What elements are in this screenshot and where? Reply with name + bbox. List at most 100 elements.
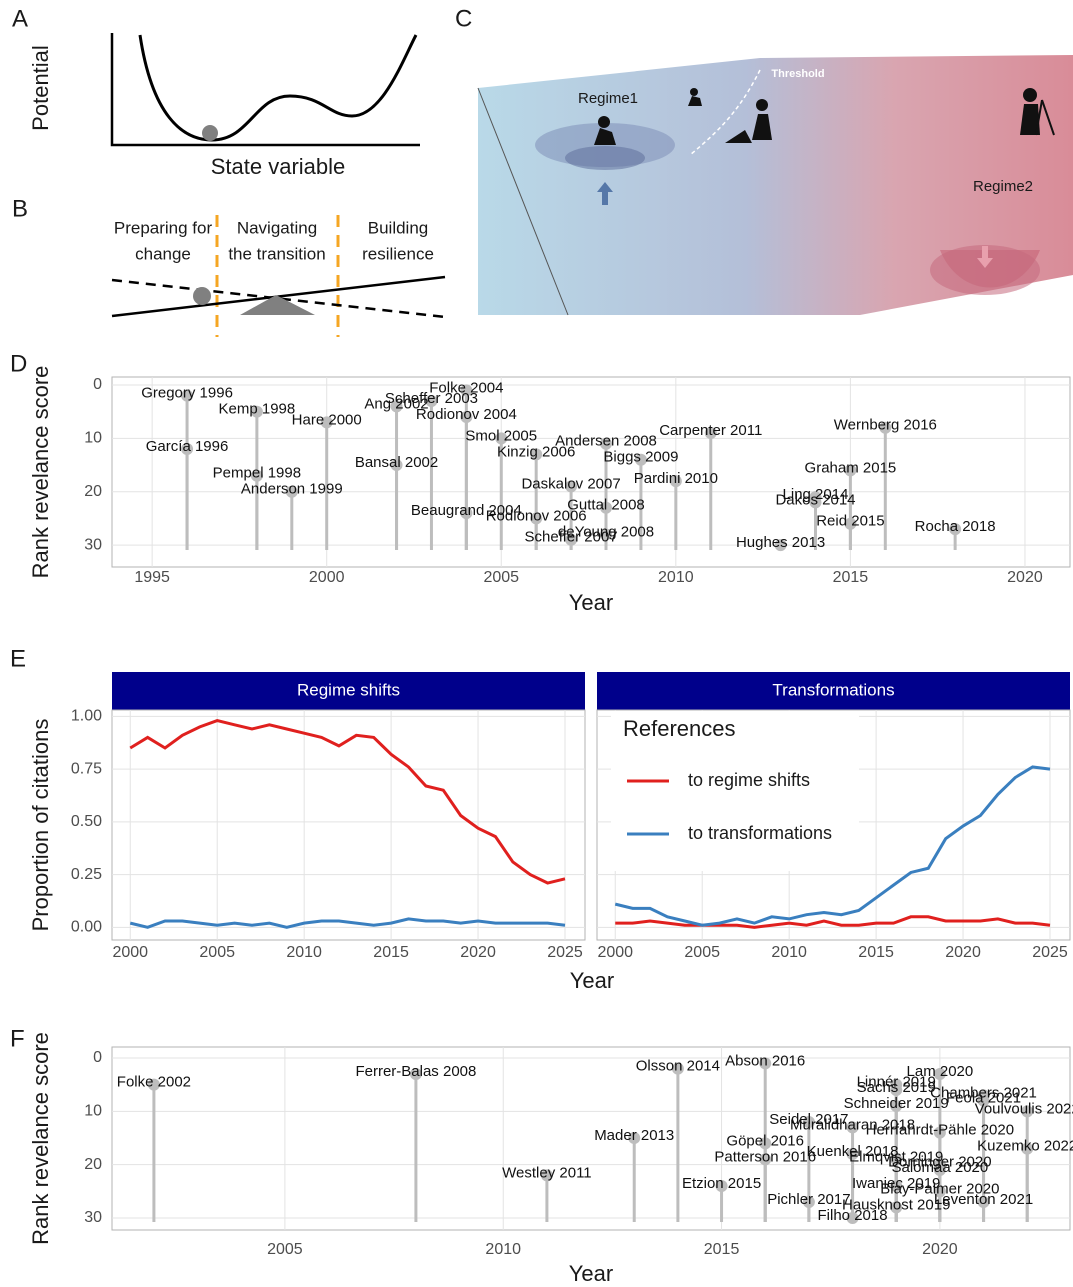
point-label: Pardini 2010 <box>634 470 718 487</box>
point <box>628 1131 641 1144</box>
point-label: Etzion 2015 <box>682 1175 761 1192</box>
point-label: Feola 2021 <box>946 1090 1021 1107</box>
x-tick-label: 2005 <box>267 1241 303 1258</box>
point <box>977 1094 990 1107</box>
point-label: García 1996 <box>146 438 229 455</box>
x-tick-label: 2015 <box>704 1241 740 1258</box>
x-tick-label: 1995 <box>134 569 170 586</box>
x-tick-label: 2020 <box>460 944 496 961</box>
x-tick-label: 2025 <box>1032 944 1068 961</box>
point-label: Hughes 2013 <box>736 534 825 551</box>
point-label: Lam 2020 <box>907 1063 974 1080</box>
point <box>977 1195 990 1208</box>
panel-letter: B <box>12 195 28 222</box>
point <box>181 443 194 456</box>
point-label: Filho 2018 <box>818 1207 888 1224</box>
y-tick-label: 0.00 <box>71 919 102 936</box>
point <box>949 523 962 536</box>
point-label: Seidel 2017 <box>769 1111 848 1128</box>
x-tick-label: 2020 <box>945 944 981 961</box>
y-tick-label: 10 <box>84 430 102 447</box>
point-label: Salomaa 2020 <box>892 1159 989 1176</box>
regime-label: Regime2 <box>973 178 1033 195</box>
point <box>890 1083 903 1096</box>
point <box>774 539 787 552</box>
line-series <box>614 765 1051 927</box>
x-tick-label: 2015 <box>833 569 869 586</box>
point <box>879 421 892 434</box>
potential-diagram <box>110 33 420 147</box>
strip <box>597 672 1070 710</box>
phase-label: change <box>135 244 191 263</box>
phase-label: Navigating <box>237 218 317 237</box>
point-label: Guttal 2008 <box>567 497 645 514</box>
point-label: Blay-Palmer 2020 <box>880 1180 999 1197</box>
point-label: Linnér 2019 <box>857 1074 936 1091</box>
point-label: Reid 2015 <box>816 513 884 530</box>
point <box>802 1195 815 1208</box>
point <box>285 485 298 498</box>
y-tick-label: 0 <box>93 1049 102 1066</box>
point <box>933 1163 946 1176</box>
point <box>565 480 578 493</box>
x-tick-label: 2010 <box>658 569 694 586</box>
point <box>600 528 613 541</box>
phase-label: Preparing for <box>114 218 213 237</box>
phase-label: the transition <box>228 244 325 263</box>
x-axis-title: State variable <box>211 154 346 179</box>
panel-letter: C <box>455 5 472 32</box>
threshold-label: Threshold <box>771 68 824 80</box>
regime-label: Regime1 <box>578 90 638 107</box>
y-tick-label: 1.00 <box>71 708 102 725</box>
point-label: Muralidharan 2018 <box>790 1116 915 1133</box>
landscape-illustration <box>477 55 1073 316</box>
point-label: Ling 2014 <box>783 486 849 503</box>
point-label: Pichler 2017 <box>767 1191 850 1208</box>
point <box>844 464 857 477</box>
phase-label: Building <box>368 218 429 237</box>
point <box>759 1137 772 1150</box>
y-tick-label: 0.25 <box>71 866 102 883</box>
plot-area <box>111 376 1071 568</box>
point-label: Göpel 2016 <box>726 1132 804 1149</box>
point-label: Mader 2013 <box>594 1127 674 1144</box>
point-label: Westley 2011 <box>502 1164 592 1181</box>
x-tick-label: 2005 <box>684 944 720 961</box>
y-axis-title: Rank revelance score <box>28 366 53 579</box>
y-axis-title: Proportion of citations <box>28 719 53 932</box>
y-tick-label: 30 <box>84 536 102 553</box>
point-label: Andersen 2008 <box>555 433 657 450</box>
point-label: Ferrer-Balas 2008 <box>355 1063 476 1080</box>
line-series <box>129 917 566 929</box>
legend-label: to transformations <box>688 823 832 843</box>
x-tick-label: 2000 <box>597 944 633 961</box>
strip <box>112 672 585 710</box>
x-tick-label: 2020 <box>1007 569 1043 586</box>
point-label: Hausknost 2019 <box>842 1196 950 1213</box>
x-tick-label: 2015 <box>858 944 894 961</box>
point-label: Rodionov 2004 <box>416 406 517 423</box>
point <box>250 405 263 418</box>
point <box>933 1126 946 1139</box>
x-tick-label: 2010 <box>286 944 322 961</box>
point-label: Folke 2002 <box>117 1074 191 1091</box>
x-axis-title: Year <box>569 590 613 615</box>
point-label: Patterson 2016 <box>714 1148 816 1165</box>
point <box>671 1062 684 1075</box>
point <box>495 432 508 445</box>
point <box>844 517 857 530</box>
point-label: Sachs 2019 <box>857 1079 936 1096</box>
panel-letter: E <box>10 645 26 672</box>
point <box>460 411 473 424</box>
x-tick-label: 2020 <box>922 1241 958 1258</box>
point-label: Scheffer 2007 <box>525 529 618 546</box>
point-label: Biggs 2009 <box>603 449 678 466</box>
point <box>181 389 194 402</box>
y-tick-label: 0.75 <box>71 760 102 777</box>
point-label: Bansal 2002 <box>355 454 438 471</box>
x-tick-label: 2015 <box>373 944 409 961</box>
point <box>600 501 613 514</box>
x-tick-label: 2005 <box>199 944 235 961</box>
point-label: Abson 2016 <box>725 1052 805 1069</box>
